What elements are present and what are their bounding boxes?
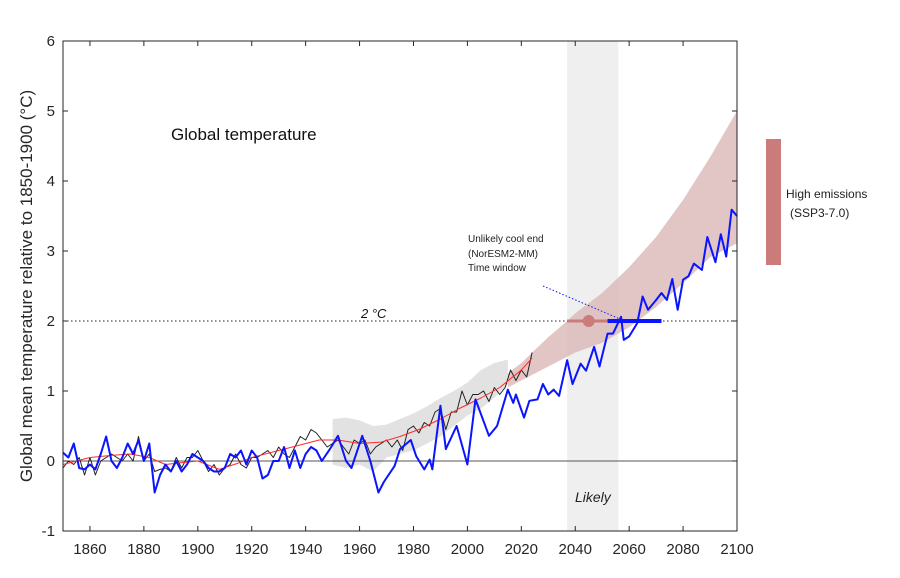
y-tick-label: 1 bbox=[47, 383, 55, 400]
y-tick-label: 3 bbox=[47, 243, 55, 260]
x-tick-label: 1860 bbox=[73, 541, 106, 558]
legend-swatch-high-emissions bbox=[766, 139, 781, 265]
y-tick-label: 2 bbox=[47, 313, 55, 330]
axes bbox=[62, 40, 738, 532]
annotation-line-2: (NorESM2-MM) bbox=[468, 249, 538, 260]
background-bands bbox=[63, 41, 737, 531]
x-tick-label: 2000 bbox=[451, 541, 484, 558]
y-axis-label: Global mean temperature relative to 1850… bbox=[17, 90, 36, 482]
chart-title: Global temperature bbox=[171, 125, 317, 144]
x-tick-label: 2080 bbox=[666, 541, 699, 558]
likely-label: Likely bbox=[575, 489, 612, 505]
y-tick-label: 4 bbox=[47, 173, 55, 190]
threshold-label: 2 °C bbox=[360, 306, 387, 321]
y-tick-label: 5 bbox=[47, 103, 55, 120]
annotation-line-1: Unlikely cool end bbox=[468, 234, 544, 245]
observation-uncertainty-band bbox=[332, 359, 508, 472]
y-tick-label: -1 bbox=[42, 523, 55, 540]
x-tick-label: 2060 bbox=[612, 541, 645, 558]
series-lines bbox=[62, 208, 738, 494]
x-tick-label: 1940 bbox=[289, 541, 322, 558]
x-tick-label: 1900 bbox=[181, 541, 214, 558]
x-tick-label: 1960 bbox=[343, 541, 376, 558]
y-tick-label: 6 bbox=[47, 33, 55, 50]
x-tick-label: 2020 bbox=[505, 541, 538, 558]
y-tick-label: 0 bbox=[47, 453, 55, 470]
x-tick-label: 2040 bbox=[559, 541, 592, 558]
tick-labels: 1860 1880 1900 1920 1940 1960 1980 2000 2020 2040… bbox=[42, 33, 754, 558]
smooth-series-line bbox=[62, 357, 533, 470]
axes-box bbox=[62, 40, 738, 532]
model-series-line bbox=[62, 208, 738, 494]
high-emissions-envelope bbox=[507, 111, 737, 388]
x-tick-label: 2100 bbox=[720, 541, 753, 558]
legend-label-line-1: High emissions bbox=[786, 187, 867, 201]
annotation-line-3: Time window bbox=[468, 263, 527, 274]
x-tick-label: 1880 bbox=[127, 541, 160, 558]
central-estimate-marker bbox=[582, 315, 595, 327]
legend-label-line-2: (SSP3-7.0) bbox=[790, 206, 849, 220]
x-tick-label: 1920 bbox=[235, 541, 268, 558]
x-tick-label: 1980 bbox=[397, 541, 430, 558]
